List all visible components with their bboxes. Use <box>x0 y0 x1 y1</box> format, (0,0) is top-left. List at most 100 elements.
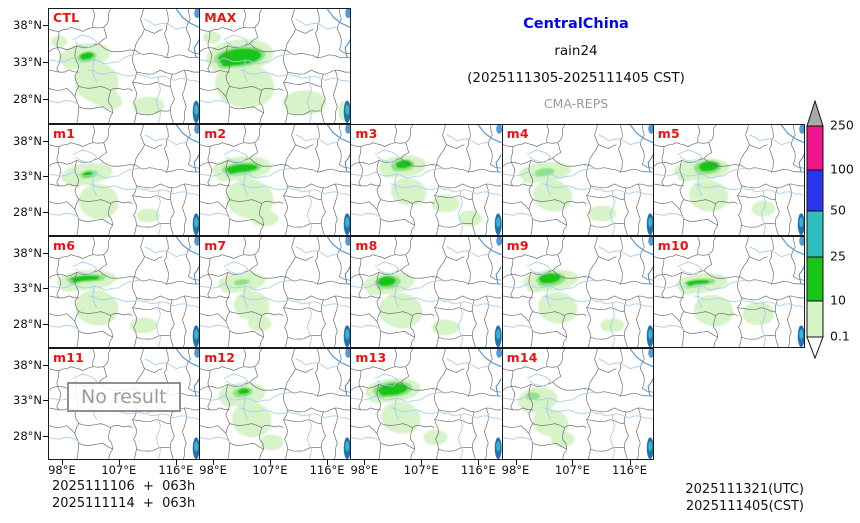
lon-tick-mark <box>175 460 177 465</box>
panel-m2[interactable]: m2 <box>199 124 352 236</box>
panel-m3[interactable]: m3 <box>350 124 503 236</box>
valid-time-utc: 2025111321(UTC) <box>685 482 804 497</box>
panel-m8[interactable]: m8 <box>350 236 503 348</box>
lat-tick-label: 28°N <box>13 428 42 443</box>
lat-tick-mark <box>43 364 48 366</box>
panel-m12[interactable]: m12 <box>199 348 352 460</box>
figure-title-block: CentralChina rain24 (2025111305-20251114… <box>467 16 685 111</box>
lat-tick-label: 28°N <box>13 204 42 219</box>
lon-tick-label: 116°E <box>460 463 496 477</box>
panel-label-m1: m1 <box>53 126 76 141</box>
panel-label-m9: m9 <box>506 238 529 253</box>
lon-tick-label: 116°E <box>309 463 345 477</box>
lat-tick-mark <box>43 62 48 64</box>
lat-tick-mark <box>43 288 48 290</box>
lon-tick-mark <box>629 460 631 465</box>
init-time-text: 2025111106 + 063h 2025111114 + 063h <box>52 478 195 512</box>
variable-title: rain24 <box>554 43 598 59</box>
lat-tick-mark <box>43 176 48 178</box>
lon-tick-label: 116°E <box>158 463 194 477</box>
no-result-box: No result <box>67 382 181 412</box>
panel-m9[interactable]: m9 <box>501 236 654 348</box>
panel-MAX[interactable]: MAX <box>199 8 352 124</box>
panel-label-m5: m5 <box>657 126 680 141</box>
lat-tick-label: 38°N <box>13 357 42 372</box>
colorbar-svg: 250 100 50 25 10 0.1 <box>806 99 854 360</box>
panel-m14[interactable]: m14 <box>501 348 654 460</box>
panel-label-m2: m2 <box>204 126 227 141</box>
map-m12 <box>200 349 351 459</box>
lon-tick-label: 107°E <box>403 463 439 477</box>
lat-tick-mark <box>43 211 48 213</box>
panel-label-m3: m3 <box>355 126 378 141</box>
lon-tick-label: 98°E <box>48 463 76 477</box>
panel-label-m8: m8 <box>355 238 378 253</box>
map-m1 <box>49 125 200 235</box>
lon-tick-label: 107°E <box>252 463 288 477</box>
init-time-line-1: 2025111106 + 063h <box>52 479 196 494</box>
colorbar-tick-label: 25 <box>830 249 846 264</box>
lat-tick-label: 33°N <box>13 169 42 184</box>
lon-tick-label: 107°E <box>101 463 137 477</box>
panel-m1[interactable]: m1 <box>48 124 201 236</box>
lon-tick-label: 98°E <box>501 463 530 477</box>
lat-tick-mark <box>43 252 48 254</box>
panel-label-m13: m13 <box>355 350 387 365</box>
model-name: CMA-REPS <box>543 96 609 111</box>
panel-m13[interactable]: m13 <box>350 348 503 460</box>
colorbar-tick-label: 100 <box>830 162 854 177</box>
lon-tick-label: 116°E <box>612 463 647 477</box>
panel-m10[interactable]: m10 <box>652 236 805 348</box>
lat-tick-label: 38°N <box>13 18 42 33</box>
panel-label-m7: m7 <box>204 238 227 253</box>
valid-time-cst: 2025111405(CST) <box>685 499 804 514</box>
panel-label-CTL: CTL <box>53 10 80 25</box>
panel-label-m4: m4 <box>506 126 529 141</box>
panel-label-m12: m12 <box>204 350 236 365</box>
panel-label-m11: m11 <box>53 350 85 365</box>
map-m9 <box>502 237 653 347</box>
panel-label-m14: m14 <box>506 350 538 365</box>
lat-tick-label: 38°N <box>13 245 42 260</box>
lon-tick-label: 98°E <box>199 463 227 477</box>
map-m6 <box>49 237 200 347</box>
map-m3 <box>351 125 502 235</box>
map-m13 <box>351 349 502 459</box>
lat-tick-mark <box>43 25 48 27</box>
panel-label-m6: m6 <box>53 238 76 253</box>
lat-tick-mark <box>43 435 48 437</box>
lat-tick-mark <box>43 400 48 402</box>
region-title: CentralChina <box>523 16 629 32</box>
lat-tick-mark <box>43 140 48 142</box>
lon-tick-mark <box>270 460 271 465</box>
lon-tick-mark <box>515 460 517 465</box>
colorbar-tick-label: 10 <box>830 293 846 308</box>
lon-tick-mark <box>421 460 423 465</box>
valid-period-title: (2025111305-2025111405 CST) <box>467 70 685 86</box>
colorbar-tick-label: 0.1 <box>830 329 850 344</box>
lon-tick-mark <box>327 460 329 465</box>
panel-label-m10: m10 <box>657 238 689 253</box>
lon-tick-label: 98°E <box>350 463 379 477</box>
panel-CTL[interactable]: CTL <box>48 8 201 124</box>
lat-tick-label: 33°N <box>13 281 42 296</box>
lon-tick-label: 107°E <box>554 463 590 477</box>
panel-m7[interactable]: m7 <box>199 236 352 348</box>
panel-m6[interactable]: m6 <box>48 236 201 348</box>
panel-m5[interactable]: m5 <box>652 124 805 236</box>
lon-tick-mark <box>213 460 215 465</box>
panel-label-MAX: MAX <box>204 10 237 25</box>
lat-tick-label: 33°N <box>13 55 42 70</box>
lat-tick-label: 28°N <box>13 91 42 106</box>
panel-m4[interactable]: m4 <box>501 124 654 236</box>
lat-tick-mark <box>43 98 48 100</box>
init-time-line-2: 2025111114 + 063h <box>52 496 196 511</box>
panel-m11[interactable]: m11 No result <box>48 348 201 460</box>
map-m14 <box>502 349 653 459</box>
colorbar: 250 100 50 25 10 0.1 <box>800 95 860 371</box>
colorbar-tick-label: 50 <box>830 203 846 218</box>
map-MAX <box>200 9 351 123</box>
map-m5 <box>653 125 804 235</box>
lon-tick-mark <box>61 460 63 465</box>
map-m4 <box>502 125 653 235</box>
